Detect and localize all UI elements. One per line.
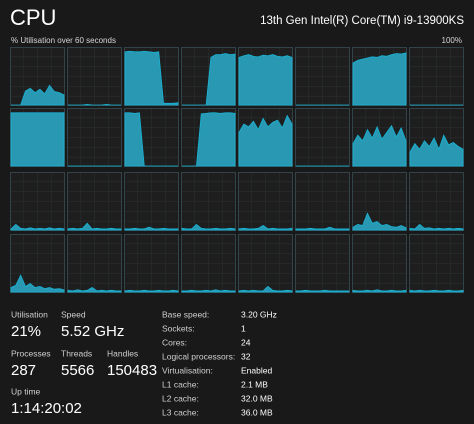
core-utilisation-area [10, 112, 65, 167]
spec-value: 36.0 MB [241, 407, 273, 417]
spec-label: Virtualisation: [162, 365, 213, 375]
graph-max-label: 100% [442, 36, 462, 45]
core-utilisation-area [124, 112, 178, 167]
core-utilisation-area [238, 225, 293, 231]
spec-label: Sockets: [162, 323, 195, 333]
core-utilisation-area [295, 289, 350, 293]
core-utilisation-area [182, 112, 236, 167]
spec-value: 32 [241, 351, 251, 361]
core-utilisation-area [295, 226, 350, 231]
stat-value: 287 [11, 362, 36, 379]
graph-label: % Utilisation over 60 seconds [11, 36, 116, 45]
core-utilisation-area [67, 287, 122, 293]
stat-label: Threads [61, 348, 92, 358]
core-utilisation-area [10, 223, 65, 231]
core-utilisation-area [10, 274, 65, 293]
core-utilisation-area [352, 52, 407, 106]
processor-name: 13th Gen Intel(R) Core(TM) i9-13900KS [260, 15, 464, 27]
core-utilisation-area [124, 289, 179, 293]
core-utilisation-area [181, 289, 236, 293]
stat-value: 21% [11, 323, 41, 340]
stat-label: Up time [11, 386, 41, 396]
core-utilisation-area [124, 226, 179, 231]
core-utilisation-area [238, 114, 293, 167]
stat-label: Utilisation [11, 309, 48, 319]
stat-value: 5566 [61, 362, 94, 379]
core-utilisation-area [409, 134, 464, 167]
spec-label: Logical processors: [162, 351, 235, 361]
spec-value: 2.1 MB [241, 379, 268, 389]
stat-value: 1:14:20:02 [11, 400, 82, 417]
core-utilisation-area [352, 289, 407, 293]
spec-label: L1 cache: [162, 379, 199, 389]
core-utilisation-area [11, 84, 65, 106]
core-utilisation-area [352, 212, 407, 231]
spec-value: 1 [241, 323, 246, 333]
stat-value: 5.52 GHz [61, 323, 124, 340]
core-utilisation-area [238, 54, 293, 106]
core-utilisation-area [181, 223, 236, 231]
spec-value: 3.20 GHz [241, 309, 277, 319]
core-utilisation-area [409, 223, 464, 231]
title: CPU [10, 5, 56, 30]
spec-label: L3 cache: [162, 407, 199, 417]
core-utilisation-area [352, 124, 407, 167]
core-utilisation-area [68, 104, 121, 106]
stat-value: 150483 [107, 362, 157, 379]
spec-value: Enabled [241, 365, 272, 375]
stat-label: Processes [11, 348, 51, 358]
spec-label: Cores: [162, 337, 187, 347]
core-utilisation-area [182, 53, 236, 106]
core-utilisation-area [67, 222, 122, 231]
spec-value: 24 [241, 337, 251, 347]
stat-label: Speed [61, 309, 86, 319]
spec-label: Base speed: [162, 309, 209, 319]
core-utilisation-area [409, 289, 464, 293]
stat-label: Handles [107, 348, 138, 358]
spec-label: L2 cache: [162, 393, 199, 403]
core-utilisation-area [124, 50, 179, 106]
core-utilisation-area [238, 285, 293, 293]
spec-value: 32.0 MB [241, 393, 273, 403]
